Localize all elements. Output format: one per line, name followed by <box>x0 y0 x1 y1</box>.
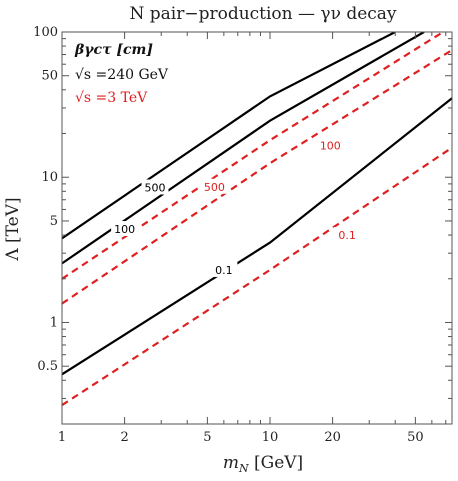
contour-label-bg <box>200 178 228 194</box>
y-tick-label: 50 <box>41 69 58 84</box>
contour-label-bg <box>141 179 169 195</box>
x-tick-label: 5 <box>203 430 211 445</box>
contour-label: 100 <box>320 140 341 153</box>
contour-label: 0.1 <box>215 264 233 277</box>
contour-label: 0.1 <box>338 229 356 242</box>
x-tick-label: 20 <box>324 430 341 445</box>
contour-label: 100 <box>114 223 135 236</box>
y-tick-label: 0.5 <box>37 359 58 374</box>
series-line-240gev-500 <box>62 32 396 240</box>
series-line-3tev-100 <box>62 49 452 305</box>
legend-entry-240gev: √s =240 GeV <box>75 67 169 83</box>
series-line-240gev-0_1 <box>62 97 452 376</box>
contour-label: 500 <box>145 181 166 194</box>
y-axis-label: Λ [TeV] <box>3 197 23 261</box>
x-axis-label: mN [GeV] <box>223 453 303 475</box>
contour-label-bg <box>333 227 361 243</box>
legend-entry-3tev: √s =3 TeV <box>75 90 148 106</box>
series-line-3tev-500 <box>62 32 444 280</box>
legend-header: βγcτ [cm] <box>74 42 153 58</box>
plot-frame <box>61 31 453 425</box>
series-line-240gev-100 <box>62 32 425 265</box>
contour-label-bg <box>316 137 344 153</box>
y-tick-label: 1 <box>50 315 58 330</box>
x-tick-label: 50 <box>407 430 424 445</box>
legend: βγcτ [cm] √s =240 GeV √s =3 TeV <box>74 42 169 106</box>
x-tick-label: 10 <box>262 430 279 445</box>
contour-label-bg <box>210 261 238 277</box>
chart-title: N pair−production — γν decay <box>129 4 396 24</box>
x-tick-label: 2 <box>120 430 128 445</box>
x-axis-label-subscript: N <box>238 462 249 475</box>
x-tick-label: 1 <box>58 430 66 445</box>
x-axis-label-unit: [GeV] <box>249 453 304 473</box>
contour-label: 500 <box>204 181 225 194</box>
x-axis-label-symbol: m <box>223 453 239 473</box>
series-line-3tev-0_1 <box>62 146 452 407</box>
contour-label-bg <box>111 221 139 237</box>
y-tick-label: 5 <box>50 214 58 229</box>
y-tick-label: 10 <box>41 170 58 185</box>
y-tick-label: 100 <box>33 25 58 40</box>
